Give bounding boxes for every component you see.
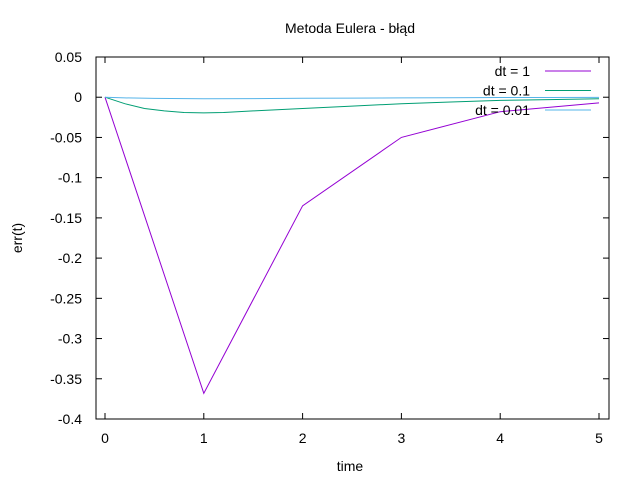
y-tick-label: 0.05 xyxy=(55,49,82,65)
x-axis-label: time xyxy=(337,458,364,474)
series-line-3 xyxy=(104,96,600,100)
series-line-1 xyxy=(104,97,600,395)
y-tick-label: -0.4 xyxy=(58,411,82,427)
legend-label-1: dt = 1 xyxy=(495,63,531,79)
series-layer xyxy=(104,96,600,395)
legend: dt = 1 dt = 0.1 dt = 0.01 xyxy=(475,63,591,118)
chart-title: Metoda Eulera - błąd xyxy=(285,20,415,36)
plot-frame xyxy=(95,56,610,420)
x-tick-label: 4 xyxy=(496,430,504,446)
x-tick-label: 5 xyxy=(595,430,603,446)
legend-label-3: dt = 0.01 xyxy=(475,102,530,118)
x-tick-label: 3 xyxy=(398,430,406,446)
y-tick-label: -0.35 xyxy=(50,371,82,387)
y-tick-label: -0.15 xyxy=(50,210,82,226)
y-tick-label: -0.2 xyxy=(58,250,82,266)
series-line-2 xyxy=(104,96,600,114)
x-tick-label: 2 xyxy=(299,430,307,446)
y-tick-label: -0.05 xyxy=(50,129,82,145)
y-tick-label: -0.1 xyxy=(58,170,82,186)
legend-label-2: dt = 0.1 xyxy=(483,83,530,99)
y-tick-label: 0 xyxy=(74,89,82,105)
y-tick-label: -0.3 xyxy=(58,331,82,347)
y-axis-label: err(t) xyxy=(9,223,25,253)
y-tick-label: -0.25 xyxy=(50,290,82,306)
x-tick-label: 1 xyxy=(200,430,208,446)
plot-area: 0.05 0 -0.05 -0.1 -0.15 -0.2 -0.25 -0.3 -0.35 -0.… xyxy=(50,49,609,446)
x-tick-label: 0 xyxy=(101,430,109,446)
